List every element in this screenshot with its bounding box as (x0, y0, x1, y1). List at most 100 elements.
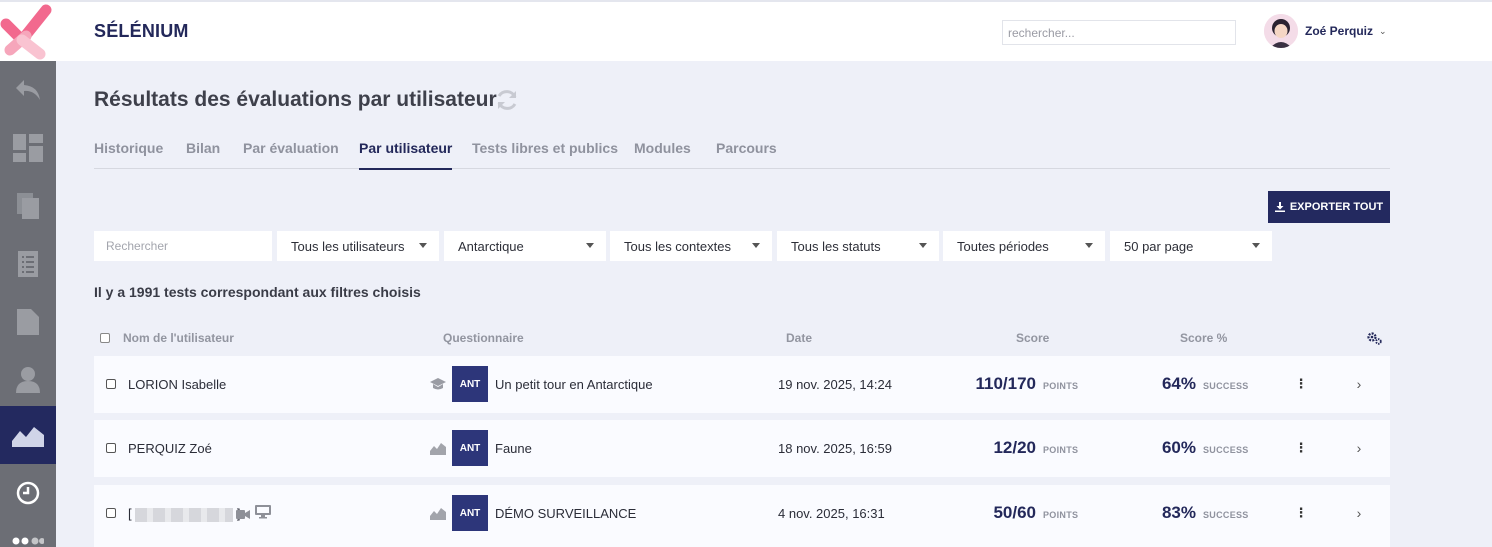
filter-page-size-value: 50 par page (1124, 238, 1194, 254)
more-icon (12, 537, 44, 545)
chart-icon (430, 506, 446, 520)
back-arrow-icon (16, 80, 40, 100)
select-all-checkbox[interactable] (100, 333, 110, 343)
chevron-down-icon: ⌄ (1379, 25, 1387, 36)
list-icon (18, 251, 38, 277)
chevron-right-icon[interactable]: › (1356, 440, 1362, 456)
row-status: SUCCESS (1203, 510, 1249, 520)
row-score-pct: 83% (1161, 503, 1196, 522)
tab-par-utilisateur[interactable]: Par utilisateur (359, 140, 453, 170)
row-date: 19 nov. 2025, 14:24 (778, 377, 892, 392)
row-user-bracket-open: [ (128, 506, 132, 521)
row-date: 18 nov. 2025, 16:59 (778, 441, 892, 456)
row-score-pct: 64% (1161, 374, 1196, 393)
sidebar-item-more[interactable] (0, 516, 56, 547)
sidebar-item-history[interactable] (0, 464, 56, 522)
column-header-score-pct[interactable]: Score % (1180, 331, 1228, 345)
sidebar (0, 61, 56, 547)
row-checkbox[interactable] (106, 508, 116, 518)
row-menu-icon[interactable]: ⋮ (1294, 440, 1308, 455)
quiz-badge: ANT (452, 366, 488, 402)
user-menu[interactable]: Zoé Perquiz ⌄ (1264, 14, 1387, 48)
result-count: Il y a 1991 tests correspondant aux filt… (94, 284, 421, 300)
filter-status-value: Tous les statuts (791, 238, 881, 254)
copy-icon (17, 193, 39, 219)
dashboard-icon (13, 134, 43, 162)
row-checkbox[interactable] (106, 379, 116, 389)
row-status: SUCCESS (1203, 381, 1249, 391)
filter-group-value: Antarctique (458, 238, 524, 254)
tab-bilan[interactable]: Bilan (186, 140, 221, 156)
chart-icon (430, 441, 446, 455)
filter-context-value: Tous les contextes (624, 238, 731, 254)
brand-name: SÉLÉNIUM (94, 21, 189, 41)
filter-context-select[interactable]: Tous les contextes (610, 231, 772, 261)
table-row[interactable]: LORION Isabelle ANT Un petit tour en Ant… (94, 356, 1390, 413)
sidebar-item-results[interactable] (0, 406, 56, 464)
sidebar-item-document[interactable] (0, 293, 56, 351)
document-icon (17, 309, 39, 335)
refresh-icon[interactable] (494, 88, 520, 112)
row-score: 12/20 (993, 438, 1036, 457)
sidebar-item-back[interactable] (0, 61, 56, 119)
video-camera-icon (236, 507, 250, 525)
filter-period-value: Toutes périodes (957, 238, 1049, 254)
redacted-name (135, 507, 234, 522)
tab-modules[interactable]: Modules (634, 140, 691, 156)
export-all-label: EXPORTER TOUT (1289, 201, 1384, 213)
chart-icon (12, 427, 44, 447)
caret-down-icon (919, 243, 927, 248)
sidebar-item-dashboard[interactable] (0, 119, 56, 177)
row-menu-icon[interactable]: ⋮ (1294, 505, 1308, 520)
chevron-right-icon[interactable]: › (1356, 376, 1362, 392)
table-row[interactable]: PERQUIZ Zoé ANT Faune 18 nov. 2025, 16:5… (94, 420, 1390, 477)
app-logo[interactable] (0, 2, 56, 63)
caret-down-icon (1252, 243, 1260, 248)
column-header-user[interactable]: Nom de l'utilisateur (123, 331, 234, 345)
row-quiz-name[interactable]: DÉMO SURVEILLANCE (495, 506, 637, 521)
tab-parcours[interactable]: Parcours (716, 140, 777, 156)
row-score: 50/60 (993, 503, 1036, 522)
row-points-label: POINTS (1043, 510, 1079, 520)
table-row[interactable]: [ ] ANT DÉMO SURVEILLANCE 4 nov. 2025, 1… (94, 485, 1390, 547)
monitor-icon (255, 505, 271, 524)
filter-group-select[interactable]: Antarctique (444, 231, 606, 261)
filter-users-select[interactable]: Tous les utilisateurs (277, 231, 439, 261)
user-icon (16, 367, 40, 393)
row-score-pct: 60% (1161, 438, 1196, 457)
graduation-cap-icon (430, 377, 446, 391)
row-checkbox[interactable] (106, 443, 116, 453)
filter-page-size-select[interactable]: 50 par page (1110, 231, 1272, 261)
filter-search-input[interactable] (94, 231, 272, 261)
top-bar: SÉLÉNIUM Zoé Perquiz ⌄ (0, 0, 1492, 61)
column-header-date[interactable]: Date (786, 331, 813, 345)
filter-period-select[interactable]: Toutes périodes (943, 231, 1105, 261)
export-all-button[interactable]: EXPORTER TOUT (1268, 191, 1390, 223)
caret-down-icon (752, 243, 760, 248)
column-header-quiz[interactable]: Questionnaire (443, 331, 524, 345)
row-points-label: POINTS (1043, 381, 1079, 391)
row-points-label: POINTS (1043, 445, 1079, 455)
global-search-input[interactable] (1002, 20, 1236, 45)
sidebar-item-list[interactable] (0, 235, 56, 293)
row-date: 4 nov. 2025, 16:31 (778, 506, 885, 521)
row-quiz-name[interactable]: Faune (495, 441, 532, 456)
avatar (1264, 14, 1298, 48)
row-menu-icon[interactable]: ⋮ (1294, 376, 1308, 391)
column-header-score[interactable]: Score (1016, 331, 1050, 345)
clock-icon (16, 481, 40, 505)
row-quiz-name[interactable]: Un petit tour en Antarctique (495, 377, 653, 392)
caret-down-icon (586, 243, 594, 248)
sidebar-item-users[interactable] (0, 351, 56, 409)
column-settings-icon[interactable] (1366, 331, 1382, 345)
row-score: 110/170 (975, 374, 1036, 393)
quiz-badge: ANT (452, 430, 488, 466)
chevron-right-icon[interactable]: › (1356, 505, 1362, 521)
quiz-badge: ANT (452, 495, 488, 531)
tab-historique[interactable]: Historique (94, 140, 164, 156)
filter-status-select[interactable]: Tous les statuts (777, 231, 939, 261)
sidebar-item-copies[interactable] (0, 177, 56, 235)
row-user-name: PERQUIZ Zoé (128, 441, 212, 456)
tab-par-evaluation[interactable]: Par évaluation (243, 140, 339, 156)
tab-tests-libres[interactable]: Tests libres et publics (472, 140, 619, 156)
